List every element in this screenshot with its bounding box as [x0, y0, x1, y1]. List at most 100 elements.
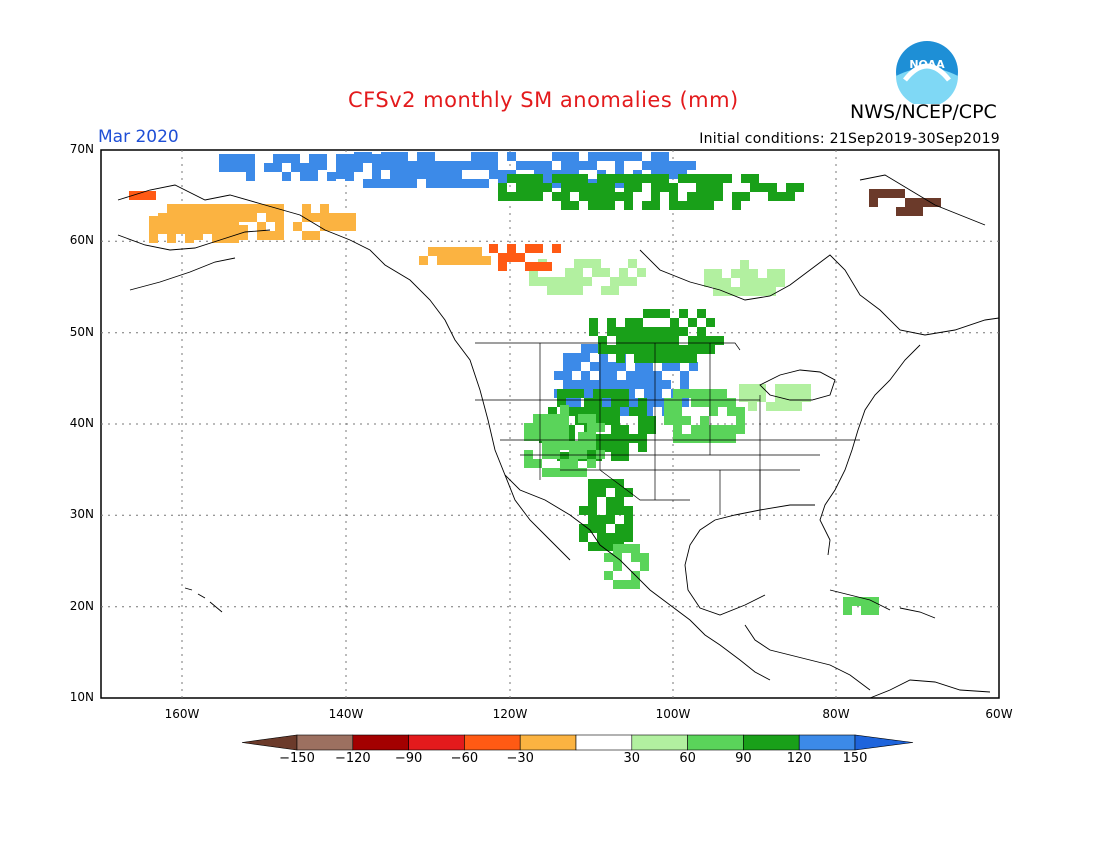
anomaly-cell — [561, 183, 570, 192]
anomaly-cell — [640, 553, 649, 562]
anomaly-cell — [542, 450, 551, 459]
anomaly-cell — [589, 318, 598, 327]
anomaly-cell — [634, 345, 643, 354]
anomaly-cell — [673, 389, 682, 398]
anomaly-cell — [679, 309, 688, 318]
anomaly-cell — [634, 354, 643, 363]
anomaly-cell — [176, 225, 185, 234]
anomaly-cell — [709, 425, 718, 434]
anomaly-cell — [194, 231, 203, 240]
anomaly-cell — [660, 174, 669, 183]
anomaly-cell — [749, 287, 758, 296]
anomaly-cell — [534, 183, 543, 192]
anomaly-cell — [524, 450, 533, 459]
anomaly-cell — [563, 380, 572, 389]
anomaly-cell — [670, 345, 679, 354]
anomaly-cell — [757, 393, 766, 402]
anomaly-cell — [613, 544, 622, 553]
anomaly-cell — [714, 192, 723, 201]
colorbar-right-arrow — [854, 734, 914, 751]
anomaly-cell — [678, 201, 687, 210]
anomaly-cell — [560, 405, 569, 414]
anomaly-cell — [273, 163, 282, 172]
anomaly-cell — [525, 161, 534, 170]
anomaly-cell — [593, 416, 602, 425]
anomaly-cell — [722, 287, 731, 296]
anomaly-cell — [652, 327, 661, 336]
anomaly-cell — [608, 362, 617, 371]
anomaly-cell — [673, 425, 682, 434]
anomaly-cell — [606, 192, 615, 201]
anomaly-cell — [534, 244, 543, 253]
anomaly-cell — [606, 506, 615, 515]
anomaly-cell — [363, 154, 372, 163]
anomaly-cell — [647, 416, 656, 425]
anomaly-cell — [606, 174, 615, 183]
anomaly-cell — [652, 309, 661, 318]
anomaly-cell — [718, 434, 727, 443]
anomaly-cell — [282, 172, 291, 181]
anomaly-cell — [575, 407, 584, 416]
latitude-label: 20N — [69, 598, 94, 613]
anomaly-cell — [587, 441, 596, 450]
anomaly-cell — [570, 183, 579, 192]
anomaly-cell — [435, 170, 444, 179]
anomaly-cell — [696, 174, 705, 183]
anomaly-cell — [345, 163, 354, 172]
colorbar-segment — [575, 734, 633, 751]
anomaly-cell — [556, 277, 565, 286]
anomaly-cell — [578, 468, 587, 477]
anomaly-cell — [616, 336, 625, 345]
anomaly-cell — [616, 327, 625, 336]
anomaly-cell — [590, 362, 599, 371]
anomaly-cell — [593, 407, 602, 416]
anomaly-cell — [480, 152, 489, 161]
anomaly-cell — [525, 192, 534, 201]
anomaly-cell — [194, 225, 203, 234]
anomaly-cell — [643, 354, 652, 363]
anomaly-cell — [212, 225, 221, 234]
anomaly-cell — [446, 256, 455, 265]
anomaly-cell — [399, 161, 408, 170]
anomaly-cell — [593, 389, 602, 398]
anomaly-cell — [615, 161, 624, 170]
anomaly-cell — [775, 402, 784, 411]
anomaly-cell — [579, 506, 588, 515]
anomaly-cell — [644, 380, 653, 389]
anomaly-cell — [669, 201, 678, 210]
colorbar-segment — [631, 734, 688, 751]
anomaly-cell — [584, 452, 593, 461]
anomaly-cell — [633, 183, 642, 192]
anomaly-cell — [561, 161, 570, 170]
anomaly-cell — [887, 189, 896, 198]
anomaly-cell — [437, 247, 446, 256]
anomaly-cell — [579, 161, 588, 170]
anomaly-cell — [149, 216, 158, 225]
anomaly-cell — [601, 268, 610, 277]
anomaly-cell — [727, 407, 736, 416]
anomaly-cell — [597, 174, 606, 183]
anomaly-cell — [578, 441, 587, 450]
anomaly-cell — [617, 380, 626, 389]
anomaly-cell — [611, 398, 620, 407]
anomaly-cell — [587, 414, 596, 423]
anomaly-cell — [620, 434, 629, 443]
anomaly-cell — [651, 152, 660, 161]
anomaly-cell — [669, 183, 678, 192]
anomaly-cell — [212, 204, 221, 213]
anomaly-cell — [678, 161, 687, 170]
anomaly-cell — [673, 398, 682, 407]
anomaly-cell — [560, 414, 569, 423]
anomaly-cell — [687, 201, 696, 210]
anomaly-cell — [230, 216, 239, 225]
anomaly-cell — [516, 174, 525, 183]
colorbar-tick-label: 150 — [842, 751, 868, 766]
anomaly-cell — [599, 362, 608, 371]
anomaly-cell — [563, 353, 572, 362]
anomaly-cell — [669, 192, 678, 201]
anomaly-cell — [293, 222, 302, 231]
anomaly-cell — [408, 170, 417, 179]
anomaly-cell — [643, 327, 652, 336]
anomaly-cell — [538, 277, 547, 286]
anomaly-cell — [620, 452, 629, 461]
